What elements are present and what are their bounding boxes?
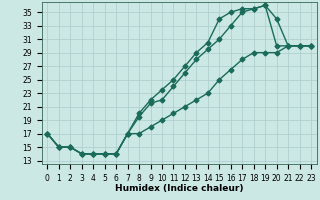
- X-axis label: Humidex (Indice chaleur): Humidex (Indice chaleur): [115, 184, 244, 193]
